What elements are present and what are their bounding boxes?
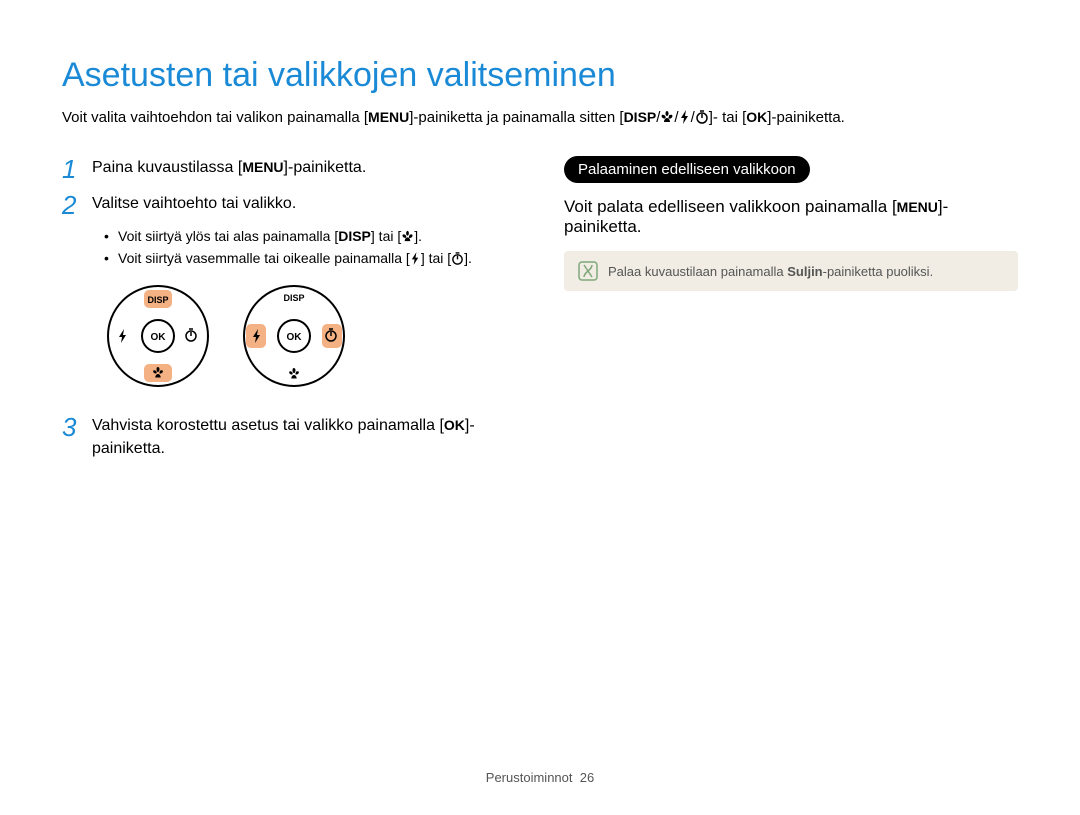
nav-dial-horizontal: DISP OK: [240, 282, 348, 390]
menu-label: MENU: [897, 199, 938, 215]
step1-pre: Paina kuvaustilassa [: [92, 159, 242, 176]
page-title: Asetusten tai valikkojen valitseminen: [62, 56, 1018, 95]
flower-icon: [401, 230, 414, 246]
left-column: 1 Paina kuvaustilassa [MENU]-painiketta.…: [62, 156, 516, 470]
footer-page: 26: [580, 770, 594, 785]
intro-p4: ]-painiketta.: [767, 109, 845, 126]
flower-icon: [660, 110, 674, 128]
step-number: 1: [62, 156, 80, 182]
footer-section: Perustoiminnot: [486, 770, 573, 785]
disp-label: DISP: [624, 109, 657, 125]
step-1: 1 Paina kuvaustilassa [MENU]-painiketta.: [62, 156, 516, 182]
note-pre: Palaa kuvaustilaan painamalla: [608, 264, 787, 279]
b2-mid: ] tai [: [421, 250, 451, 266]
intro-line: Voit valita vaihtoehdon tai valikon pain…: [62, 109, 1018, 128]
b1-suf: ].: [414, 228, 422, 244]
disp-label: DISP: [338, 228, 371, 244]
disp-text: DISP: [283, 293, 304, 303]
intro-p3: ]- tai [: [709, 109, 747, 126]
step-2: 2 Valitse vaihtoehto tai valikko.: [62, 192, 516, 218]
timer-icon: [451, 252, 464, 268]
subsection-pill: Palaaminen edelliseen valikkoon: [564, 156, 810, 183]
bullet-2: Voit siirtyä vasemmalle tai oikealle pai…: [104, 250, 516, 268]
suljin-label: Suljin: [787, 264, 822, 279]
b2-pre: Voit siirtyä vasemmalle tai oikealle pai…: [118, 250, 410, 266]
menu-label: MENU: [368, 109, 409, 125]
bullet-1: Voit siirtyä ylös tai alas painamalla [D…: [104, 228, 516, 246]
timer-icon: [695, 110, 709, 128]
step-number: 2: [62, 192, 80, 218]
right-column: Palaaminen edelliseen valikkoon Voit pal…: [564, 156, 1018, 470]
flash-icon: [679, 110, 691, 128]
step-number: 3: [62, 414, 80, 440]
intro-p2: ]-painiketta ja painamalla sitten [: [409, 109, 623, 126]
disp-text: DISP: [147, 295, 168, 305]
step3-pre: Vahvista korostettu asetus tai valikko p…: [92, 417, 444, 434]
step1-suf: ]-painiketta.: [284, 159, 367, 176]
right-pre: Voit palata edelliseen valikkoon painama…: [564, 197, 897, 216]
note-suf: -painiketta puoliksi.: [823, 264, 934, 279]
right-line: Voit palata edelliseen valikkoon painama…: [564, 197, 1018, 237]
flash-icon: [410, 252, 421, 268]
ok-text: OK: [287, 332, 303, 343]
page-footer: Perustoiminnot 26: [0, 770, 1080, 785]
ok-label: OK: [746, 109, 767, 125]
ok-text: OK: [151, 332, 167, 343]
nav-dial-vertical: DISP OK: [104, 282, 212, 390]
note-icon: [578, 261, 598, 281]
intro-p1: Voit valita vaihtoehdon tai valikon pain…: [62, 109, 368, 126]
step-3: 3 Vahvista korostettu asetus tai valikko…: [62, 414, 516, 460]
b2-suf: ].: [464, 250, 472, 266]
step2-text: Valitse vaihtoehto tai valikko.: [92, 192, 296, 215]
note-text: Palaa kuvaustilaan painamalla Suljin-pai…: [608, 264, 933, 279]
note-box: Palaa kuvaustilaan painamalla Suljin-pai…: [564, 251, 1018, 291]
b1-pre: Voit siirtyä ylös tai alas painamalla [: [118, 228, 338, 244]
ok-label: OK: [444, 415, 465, 435]
bullets: Voit siirtyä ylös tai alas painamalla [D…: [104, 228, 516, 268]
menu-label: MENU: [242, 157, 283, 177]
b1-mid: ] tai [: [371, 228, 401, 244]
